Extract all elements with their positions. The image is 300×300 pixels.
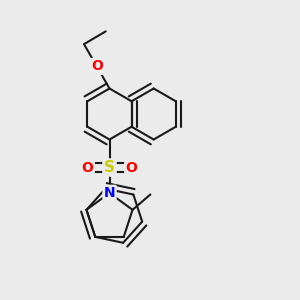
Text: S: S (104, 160, 115, 175)
Text: O: O (81, 160, 93, 175)
Text: O: O (91, 59, 103, 73)
Text: O: O (126, 160, 138, 175)
Text: N: N (104, 186, 115, 200)
Text: O: O (91, 59, 103, 73)
Text: O: O (81, 160, 93, 175)
Text: S: S (104, 160, 115, 175)
Text: O: O (126, 160, 138, 175)
